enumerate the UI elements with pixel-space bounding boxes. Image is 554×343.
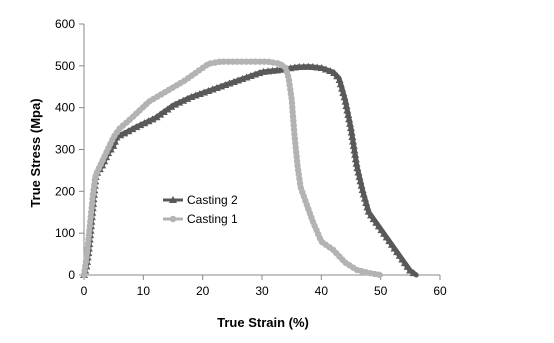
data-point-marker [343,106,352,114]
data-point-marker [220,58,228,65]
data-point-marker [347,128,356,136]
y-tick-label: 600 [55,17,75,31]
data-point-marker [344,110,353,118]
x-tick-label: 40 [315,284,329,298]
y-tick-label: 100 [55,226,75,240]
data-point-marker [362,198,371,206]
data-point-marker [357,181,366,189]
legend-item: Casting 2 [163,193,238,207]
series-casting-2 [80,62,419,278]
legend: Casting 2 Casting 1 [163,193,238,226]
data-point-marker [163,105,172,113]
data-point-marker [159,108,168,116]
y-tick-label: 400 [55,101,75,115]
data-point-marker [179,96,188,104]
data-point-marker [349,137,358,145]
data-point-marker [358,185,367,193]
x-tick-label: 50 [374,284,388,298]
data-point-marker [339,88,348,96]
data-point-marker [252,58,259,65]
data-point-marker [354,168,363,176]
series-lines [80,58,419,279]
x-tick-label: 20 [196,284,210,298]
data-point-marker [171,100,180,108]
x-axis-title: True Strain (%) [217,315,309,330]
data-point-marker [350,146,359,154]
data-point-marker [345,115,354,123]
y-tick-label: 500 [55,59,75,73]
series-line [81,64,419,278]
series-line [81,59,384,278]
data-point-marker [335,75,344,83]
y-tick-label: 200 [55,184,75,198]
data-point-marker [336,80,345,88]
legend-item: Casting 1 [163,212,238,226]
x-tick-label: 10 [137,284,151,298]
x-tick-label: 60 [433,284,447,298]
data-point-marker [338,84,347,92]
data-point-marker [363,203,372,211]
legend-label: Casting 2 [187,193,238,207]
data-point-marker [183,94,192,102]
data-point-marker [348,132,357,140]
data-point-marker [353,164,362,172]
data-point-marker [326,67,335,75]
data-point-marker [144,117,153,125]
data-point-marker [229,58,237,65]
y-axis-title: True Stress (Mpa) [28,98,43,207]
data-point-marker [216,58,223,66]
data-point-marker [128,125,137,133]
data-point-marker [256,58,264,65]
data-point-marker [346,119,355,127]
data-point-marker [234,58,241,65]
data-point-marker [406,266,415,274]
x-tick-label: 0 [81,284,88,298]
data-point-marker [120,129,129,137]
data-point-marker [342,102,351,110]
data-point-marker [140,119,149,127]
data-point-marker [136,121,145,129]
data-point-marker [261,58,268,65]
data-point-marker [175,98,184,106]
data-point-marker [321,65,330,73]
data-point-marker [124,127,133,135]
data-point-marker [225,58,232,65]
data-point-marker [360,194,369,202]
data-point-marker [341,97,350,105]
data-point-marker [355,172,364,180]
data-point-marker [148,115,157,123]
axis-labels: True Strain (%) True Stress (Mpa) [28,98,309,330]
data-point-marker [247,58,255,65]
series-casting-1 [80,58,384,279]
legend-swatch-marker [169,215,177,223]
data-point-marker [340,93,349,101]
data-point-marker [351,150,360,158]
data-point-marker [238,58,246,65]
legend-label: Casting 1 [187,212,238,226]
data-point-marker [116,131,125,139]
data-point-marker [349,141,358,149]
legend-swatch-marker [169,196,177,203]
data-point-marker [359,190,368,198]
data-point-marker [356,177,365,185]
data-point-marker [346,124,355,132]
data-point-marker [152,113,161,121]
data-point-marker [375,271,383,278]
y-tick-label: 0 [68,268,75,282]
data-point-marker [132,123,141,131]
data-point-marker [167,102,176,110]
data-point-marker [351,155,360,163]
axes: 0 100 200 300 400 500 600 0 10 20 30 40 50 60 [55,17,447,298]
data-point-marker [156,110,165,118]
y-tick-label: 300 [55,143,75,157]
data-point-marker [243,58,250,65]
data-point-marker [317,64,326,72]
data-point-marker [352,159,361,167]
x-tick-label: 30 [255,284,269,298]
data-point-marker [409,269,418,277]
